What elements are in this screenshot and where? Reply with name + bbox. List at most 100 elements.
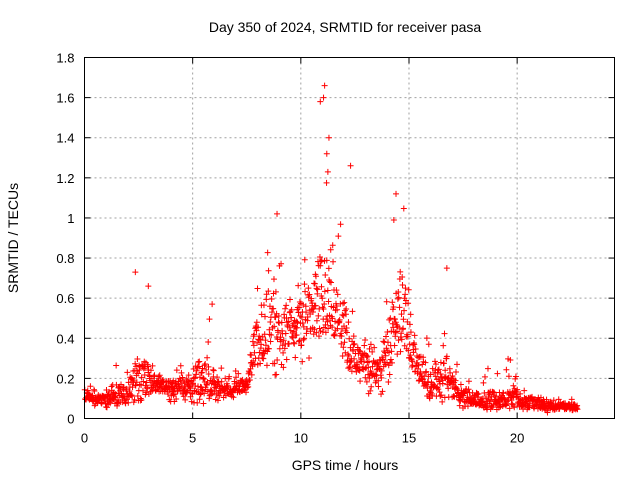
data-point [282,330,289,337]
data-point [375,377,382,384]
data-point [197,391,204,398]
data-point [173,396,180,403]
data-point [395,337,402,344]
data-point [310,331,317,338]
data-point [293,324,300,331]
data-point [443,353,450,360]
data-point [254,339,261,346]
data-point [325,265,332,272]
data-point [302,288,309,295]
data-point [348,368,355,375]
data-point [407,352,414,359]
data-point [283,356,290,363]
data-point [224,382,231,389]
data-point [304,314,311,321]
data-point [268,295,275,302]
data-point [283,302,290,309]
data-point [401,307,408,314]
data-point [91,387,98,394]
data-point [306,291,313,298]
data-point [253,319,260,326]
data-point [198,369,205,376]
data-point [345,319,352,326]
data-point [263,362,270,369]
data-point [437,393,444,400]
data-point [202,361,209,368]
data-point [177,362,184,369]
data-point [265,288,272,295]
y-tick-label: 0.6 [56,291,74,306]
data-point [406,321,413,328]
plot-frame [84,57,615,419]
data-point [196,358,203,365]
data-point [335,233,342,240]
data-point [140,378,147,385]
data-point [261,313,268,320]
data-point [193,367,200,374]
data-point [317,98,324,105]
data-point [128,392,135,399]
data-point [338,333,345,340]
data-point [356,347,363,354]
data-point [280,337,287,344]
data-point [384,329,391,336]
data-point [398,336,405,343]
data-point [480,379,487,386]
data-point [194,364,201,371]
data-point [568,396,575,403]
data-point [337,330,344,337]
data-point [286,296,293,303]
data-point [312,273,319,280]
data-point [475,390,482,397]
data-point [419,376,426,383]
data-point [378,391,385,398]
data-point [521,387,528,394]
data-point [305,285,312,292]
data-point [425,341,432,348]
data-point [445,385,452,392]
data-point [263,291,270,298]
data-point [218,365,225,372]
data-point [209,301,216,308]
data-point [321,288,328,295]
data-point [203,366,210,373]
data-point [311,326,318,333]
data-point [281,345,288,352]
data-point [378,367,385,374]
data-point [196,374,203,381]
data-point [555,396,562,403]
data-point [248,371,255,378]
data-point [322,329,329,336]
y-tick-label: 1.2 [56,171,74,186]
data-point [390,324,397,331]
data-point [490,402,497,409]
data-point [103,404,110,411]
data-point [507,357,514,364]
data-point [400,205,407,212]
data-point [441,330,448,337]
data-point [500,390,507,397]
data-point [347,162,354,169]
data-point [385,378,392,385]
data-point [380,338,387,345]
data-point [333,287,340,294]
data-point [260,302,267,309]
data-point [339,311,346,318]
data-point [250,342,257,349]
data-point [267,338,274,345]
data-point [131,396,138,403]
data-point [218,378,225,385]
data-point [410,349,417,356]
data-point [184,378,191,385]
y-tick-label: 1.4 [56,131,74,146]
data-point [347,364,354,371]
data-point [206,395,213,402]
data-points [81,82,581,416]
data-point [270,305,277,312]
data-point [290,328,297,335]
data-point [423,335,430,342]
data-point [517,390,524,397]
data-point [113,362,120,369]
data-point [437,371,444,378]
data-point [201,390,208,397]
